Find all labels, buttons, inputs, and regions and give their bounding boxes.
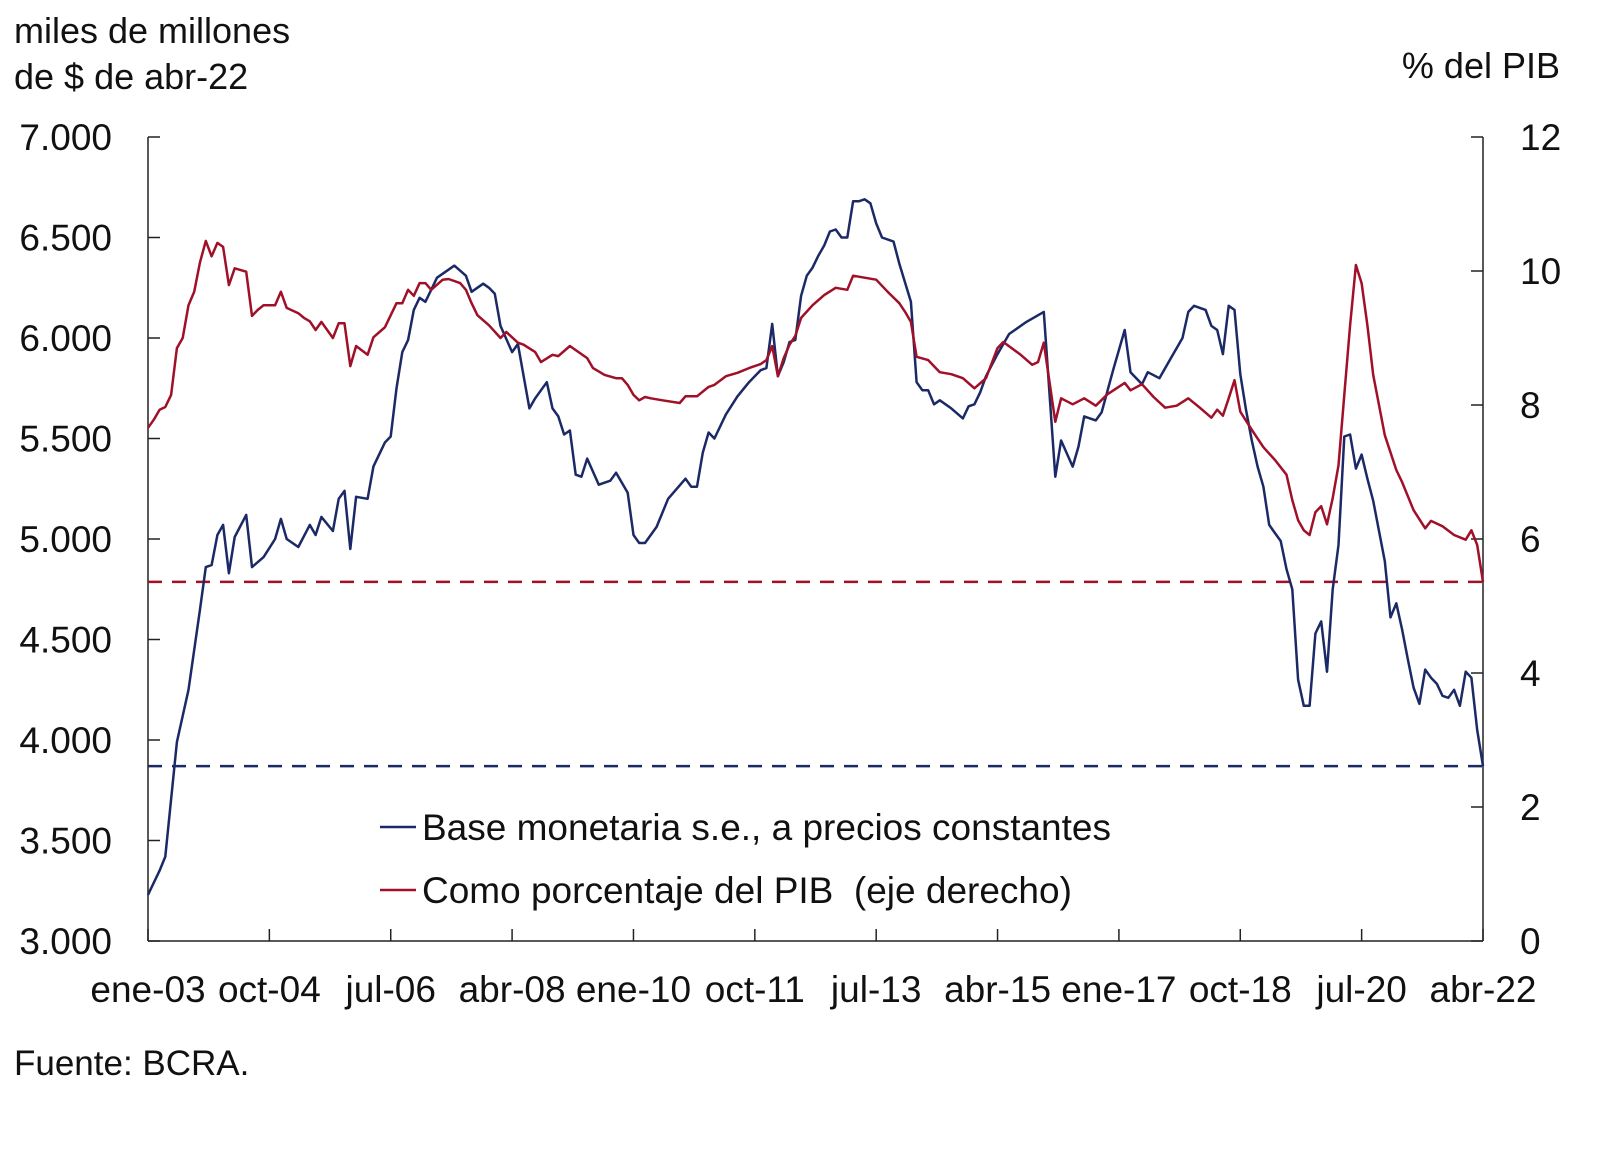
series-line-porcentaje-pib: [146, 239, 1485, 583]
legend: Base monetaria s.e., a precios constante…: [380, 807, 1111, 911]
x-tick-label: jul-13: [830, 969, 922, 1010]
left-tick-label: 5.000: [19, 519, 112, 560]
x-tick-label: abr-22: [1430, 969, 1537, 1010]
right-axis-label: % del PIB: [1402, 45, 1560, 86]
left-tick-label: 5.500: [19, 419, 112, 460]
x-tick-label: oct-18: [1189, 969, 1292, 1010]
x-tick-label: oct-04: [218, 969, 321, 1010]
axes: 3.000 3.500 4.000 4.500 5.000 5.500 6.000 6.500…: [19, 117, 1561, 1010]
reference-lines: [148, 580, 1483, 768]
left-tick-label: 6.000: [19, 318, 112, 359]
x-tick-label: jul-20: [1315, 969, 1407, 1010]
left-tick-label: 3.000: [19, 921, 112, 962]
source-note: Fuente: BCRA.: [14, 1044, 249, 1083]
right-tick-label: 0: [1520, 921, 1541, 962]
legend-label-porcentaje-pib: Como porcentaje del PIB (eje derecho): [422, 870, 1072, 911]
right-tick-label: 12: [1520, 117, 1561, 158]
left-axis-label-line1: miles de millones: [14, 10, 290, 51]
left-tick-label: 3.500: [19, 821, 112, 862]
left-tick-label: 4.000: [19, 720, 112, 761]
right-tick-label: 6: [1520, 519, 1541, 560]
right-tick-label: 4: [1520, 653, 1541, 694]
series-line-base-monetaria: [146, 198, 1485, 896]
x-tick-label: oct-11: [705, 969, 805, 1010]
x-tick-label: ene-03: [90, 969, 205, 1010]
right-tick-label: 8: [1520, 385, 1541, 426]
left-axis-label-line2: de $ de abr-22: [14, 56, 248, 97]
x-tick-label: abr-15: [944, 969, 1051, 1010]
left-tick-label: 6.500: [19, 218, 112, 259]
legend-label-base-monetaria: Base monetaria s.e., a precios constante…: [422, 807, 1111, 848]
x-tick-label: ene-10: [576, 969, 691, 1010]
left-tick-label: 7.000: [19, 117, 112, 158]
x-tick-label: ene-17: [1061, 969, 1176, 1010]
x-tick-label: jul-06: [344, 969, 436, 1010]
right-tick-label: 2: [1520, 787, 1541, 828]
series-group: [146, 198, 1485, 896]
left-tick-label: 4.500: [19, 620, 112, 661]
x-tick-label: abr-08: [459, 969, 566, 1010]
right-tick-label: 10: [1520, 251, 1561, 292]
